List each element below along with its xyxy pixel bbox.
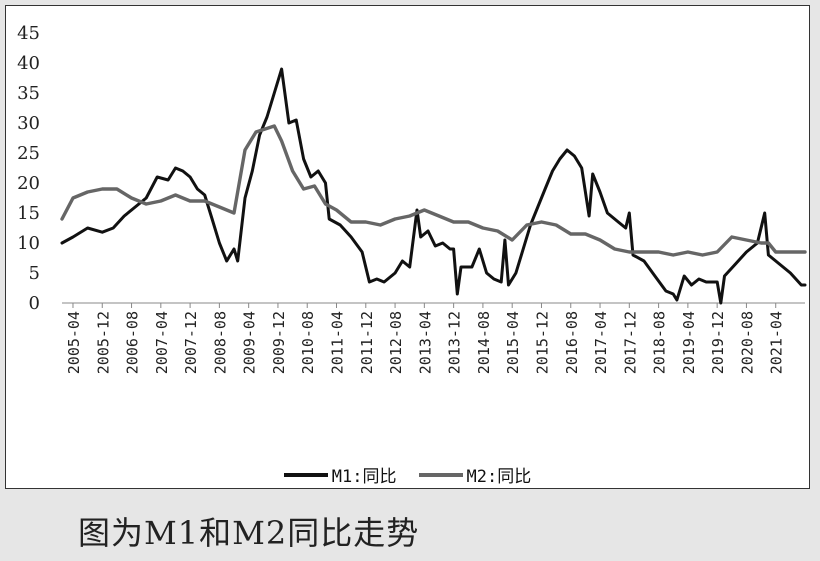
y-tick-label: 20	[17, 173, 40, 194]
x-tick-label: 2011-04	[329, 311, 347, 374]
x-tick-label: 2008-08	[211, 311, 229, 374]
legend-item-m1: M1:同比	[283, 462, 397, 487]
series-line-m1	[60, 67, 807, 305]
legend-label-m1: M1:同比	[331, 467, 397, 487]
chart-frame: 0 5 10 15 20 25 30 35 40 45 2005-04 2005-12 2006-08 2…	[5, 5, 810, 489]
x-tick-label: 2016-08	[563, 311, 581, 374]
x-tick-label: 2011-12	[358, 311, 376, 374]
legend-item-m2: M2:同比	[418, 462, 532, 487]
x-tick-label: 2005-12	[94, 311, 112, 374]
legend-swatch-m2	[418, 472, 463, 477]
y-tick-label: 5	[29, 263, 40, 284]
y-tick-label: 25	[17, 143, 40, 164]
x-tick-label: 2010-08	[299, 311, 317, 374]
x-tick-label: 2012-08	[387, 311, 405, 374]
x-tick-label: 2014-08	[475, 311, 493, 374]
x-tick-label: 2009-04	[241, 311, 259, 374]
legend-swatch-m1	[283, 472, 328, 477]
y-tick-label: 10	[17, 233, 40, 254]
x-tick-label: 2019-04	[680, 311, 698, 374]
figure-caption: 图为M1和M2同比走势	[78, 514, 420, 552]
x-tick-label: 2015-12	[533, 311, 551, 374]
y-tick-label: 40	[17, 53, 40, 74]
y-tick-label: 15	[17, 203, 40, 224]
x-tick-label: 2019-12	[709, 311, 727, 374]
x-tick-label: 2005-04	[65, 311, 83, 374]
x-tick-label: 2017-04	[592, 311, 610, 374]
y-tick-label: 35	[17, 83, 40, 104]
x-tick-label: 2015-04	[504, 311, 522, 374]
legend-label-m2: M2:同比	[466, 467, 532, 487]
x-tick-label: 2006-08	[124, 311, 142, 374]
x-tick-label: 2020-08	[738, 311, 756, 374]
x-tick-label: 2021-04	[768, 311, 786, 374]
chart-legend: M1:同比 M2:同比	[6, 462, 809, 487]
x-tick-label: 2013-04	[416, 311, 434, 374]
y-tick-label: 0	[29, 293, 40, 314]
x-tick-label: 2007-12	[182, 311, 200, 374]
y-tick-label: 30	[17, 113, 40, 134]
x-tick-label: 2017-12	[621, 311, 639, 374]
y-tick-label: 45	[17, 23, 40, 44]
series-line-m2	[60, 124, 807, 257]
x-tick-label: 2018-08	[651, 311, 669, 374]
x-tick-label: 2013-12	[446, 311, 464, 374]
x-tick-label: 2009-12	[270, 311, 288, 374]
x-tick-label: 2007-04	[153, 311, 171, 374]
line-chart: 0 5 10 15 20 25 30 35 40 45 2005-04 2005-12 2006-08 2…	[17, 23, 807, 374]
